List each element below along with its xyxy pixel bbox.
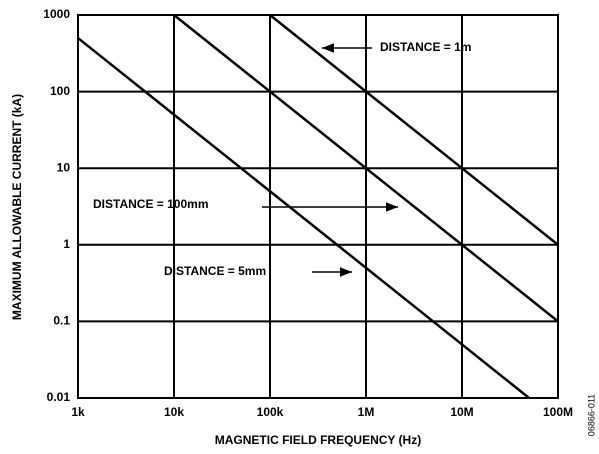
line-annotation: DISTANCE = 5mm (164, 264, 266, 278)
y-axis-label: MAXIMUM ALLOWABLE CURRENT (kA) (10, 94, 24, 320)
y-tick-label: 1 (63, 237, 70, 251)
line-annotation: DISTANCE = 1m (380, 40, 471, 54)
series-line (173, 14, 559, 323)
series-line (269, 14, 559, 246)
series-line (77, 37, 530, 399)
y-tick-label: 1000 (43, 7, 70, 21)
x-tick-label: 10k (164, 405, 184, 419)
y-tick-label: 0.01 (47, 390, 71, 404)
x-tick-label: 100M (543, 405, 573, 419)
x-axis-label: MAGNETIC FIELD FREQUENCY (Hz) (215, 433, 421, 447)
x-tick-label: 100k (257, 405, 284, 419)
x-tick-label: 1k (71, 405, 85, 419)
line-annotation: DISTANCE = 100mm (93, 197, 208, 211)
y-tick-label: 0.1 (53, 314, 70, 328)
y-tick-label: 100 (50, 84, 70, 98)
x-tick-label: 10M (450, 405, 473, 419)
plot-frame (77, 14, 559, 399)
figure-id: 06866-011 (586, 394, 596, 436)
y-tick-label: 10 (57, 160, 71, 174)
x-tick-label: 1M (358, 405, 375, 419)
